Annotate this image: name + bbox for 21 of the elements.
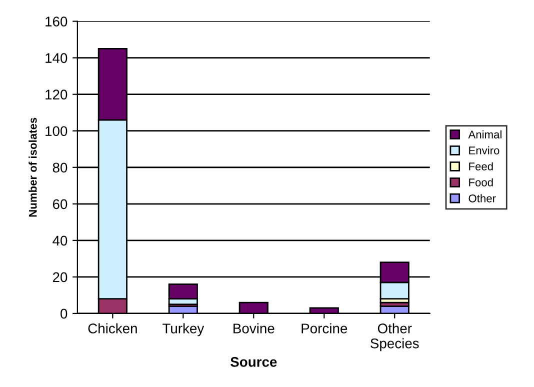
y-axis-title: Number of isolates xyxy=(28,118,37,217)
y-tick-label: 20 xyxy=(52,272,68,282)
legend-label: Food xyxy=(469,178,493,186)
x-tick-label: Bovine xyxy=(234,323,274,334)
x-axis-title: Source xyxy=(230,357,277,367)
y-tick-label: 100 xyxy=(46,126,68,136)
legend-label: Enviro xyxy=(469,146,500,154)
y-tick-label: 140 xyxy=(46,53,68,63)
y-tick-label: 120 xyxy=(46,90,68,100)
x-tick-label: Other Species xyxy=(370,323,419,352)
y-tick-label: 60 xyxy=(52,199,68,210)
x-tick-label: Chicken xyxy=(88,323,137,334)
y-tick-label: 80 xyxy=(52,162,68,173)
legend-label: Animal xyxy=(468,130,502,138)
y-tick-label: 0 xyxy=(60,308,68,319)
legend-label: Feed xyxy=(469,162,493,170)
legend-label: Other xyxy=(468,194,496,202)
x-tick-label: Porcine xyxy=(302,323,348,334)
x-tick-label: Turkey xyxy=(162,323,204,336)
y-tick-label: 160 xyxy=(46,16,68,26)
y-tick-label: 40 xyxy=(52,236,68,246)
